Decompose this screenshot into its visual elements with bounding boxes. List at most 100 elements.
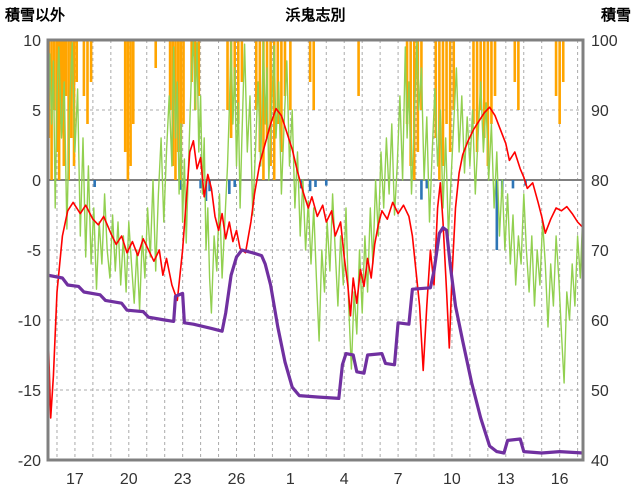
sunshine-bars-bar <box>357 40 360 96</box>
sunshine-bars-bar <box>434 40 438 138</box>
left-axis-tick-label: -20 <box>18 453 41 470</box>
precip-bars-bar <box>308 180 312 192</box>
sunshine-bars-bar <box>59 40 63 124</box>
sunshine-bars-bar <box>123 40 127 152</box>
x-axis-tick-label: 20 <box>120 471 138 488</box>
sunshine-bars-bar <box>168 40 172 110</box>
sunshine-bars-bar <box>283 40 287 96</box>
sunshine-bars-bar <box>513 40 517 82</box>
precip-bars-bar <box>314 180 317 187</box>
sunshine-bars-bar <box>479 40 482 110</box>
series-group <box>48 40 583 455</box>
x-axis-tick-label: 10 <box>443 471 461 488</box>
left-axis-title: 積雪以外 <box>5 7 66 24</box>
sunshine-bars-bar <box>409 40 412 166</box>
sunshine-bars-bar <box>67 40 70 180</box>
x-axis-tick-label: 23 <box>174 471 192 488</box>
sunshine-bars-bar <box>57 40 61 180</box>
sunshine-bars-bar <box>75 40 79 82</box>
left-axis-tick-label: 0 <box>32 173 41 190</box>
sunshine-bars-bar <box>289 40 292 110</box>
sunshine-bars-bar <box>129 40 132 166</box>
sunshine-bars-bar <box>517 40 520 110</box>
sunshine-bars-bar <box>258 40 262 152</box>
precip-bars-bar <box>324 180 328 186</box>
right-axis-tick-label: 100 <box>591 33 618 50</box>
right-axis-tick-label: 40 <box>591 453 609 470</box>
sunshine-bars-bar <box>486 40 490 166</box>
sunshine-bars-bar <box>64 40 68 96</box>
right-axis-tick-label: 80 <box>591 173 609 190</box>
sunshine-bars-bar <box>89 40 93 82</box>
precip-bars-bar <box>199 180 202 189</box>
sunshine-bars-bar <box>86 40 89 124</box>
precip-bars-bar <box>228 180 231 194</box>
sunshine-bars-bar <box>131 40 135 124</box>
x-axis-tick-label: 26 <box>228 471 246 488</box>
sunshine-bars-bar <box>262 40 265 180</box>
sunshine-bars-bar <box>405 40 409 124</box>
right-axis-tick-label: 60 <box>591 313 609 330</box>
x-axis-tick-label: 16 <box>551 471 569 488</box>
sunshine-bars-bar <box>482 40 486 138</box>
plot-frame <box>46 38 585 462</box>
sunshine-bars-bar <box>197 40 201 96</box>
x-axis-tick-label: 13 <box>497 471 515 488</box>
precip-bars-bar <box>179 180 183 190</box>
x-axis-tick-label: 17 <box>66 471 84 488</box>
precip-bars-bar <box>425 180 429 189</box>
sunshine-bars-bar <box>272 40 276 180</box>
left-axis-tick-label: 5 <box>32 103 41 120</box>
sunshine-bars-bar <box>472 40 475 124</box>
sunshine-bars-bar <box>269 40 272 166</box>
left-axis-tick-label: -5 <box>27 243 41 260</box>
x-axis-tick-label: 4 <box>340 471 349 488</box>
sunshine-bars-bar <box>554 40 558 96</box>
snow-depth-line <box>48 226 583 455</box>
sunshine-bars-bar <box>452 40 456 110</box>
sunshine-bars-bar <box>558 40 561 124</box>
horizontal-gridlines <box>48 109 583 391</box>
sunshine-bars-bar <box>82 40 86 96</box>
precip-bars-bar <box>93 180 96 187</box>
chart-title: 浜鬼志別 <box>285 7 346 24</box>
sunshine-bars-bar <box>312 40 316 110</box>
precip-bars-bar <box>233 180 237 187</box>
sunshine-bars-bar <box>179 40 183 180</box>
sunshine-bars-bar <box>438 40 441 180</box>
sunshine-bars-bar <box>308 40 312 82</box>
sunshine-bars-bar <box>490 40 493 124</box>
precip-bars-bar <box>208 180 211 192</box>
sunshine-bars-bar <box>445 40 448 124</box>
sunshine-bars-bar <box>441 40 445 166</box>
sunshine-bars-bar <box>154 40 158 68</box>
x-axis-tick-label: 1 <box>286 471 295 488</box>
right-axis-tick-label: 50 <box>591 383 609 400</box>
x-axis-tick-label: 7 <box>394 471 403 488</box>
sunshine-bars-bar <box>237 40 240 124</box>
wind-line <box>48 40 583 384</box>
temp-line <box>48 106 583 419</box>
sunshine-bars-bar <box>561 40 565 82</box>
sunshine-bars-bar <box>70 40 73 138</box>
sunshine-bars-bar <box>226 40 229 110</box>
left-axis-tick-label: -10 <box>18 313 41 330</box>
sunshine-bars-bar <box>493 40 497 96</box>
sunshine-bars-bar <box>276 40 280 124</box>
left-axis-tick-label: -15 <box>18 383 41 400</box>
sunshine-bars-bar <box>193 40 197 110</box>
precip-bars-bar <box>495 180 499 250</box>
right-axis-tick-label: 70 <box>591 243 609 260</box>
sunshine-bars-bar <box>126 40 130 180</box>
sunshine-bars-bar <box>52 40 56 110</box>
sunshine-bars-bar <box>280 40 283 152</box>
sunshine-bars-bar <box>448 40 452 152</box>
precip-bars-bar <box>420 180 423 200</box>
precip-bars-bar <box>511 180 515 189</box>
right-axis-tick-label: 90 <box>591 103 609 120</box>
left-axis-tick-label: 10 <box>23 33 41 50</box>
sunshine-bars-bar <box>240 40 244 82</box>
sunshine-bars-bar <box>182 40 185 124</box>
sunshine-bars-bar <box>475 40 479 152</box>
